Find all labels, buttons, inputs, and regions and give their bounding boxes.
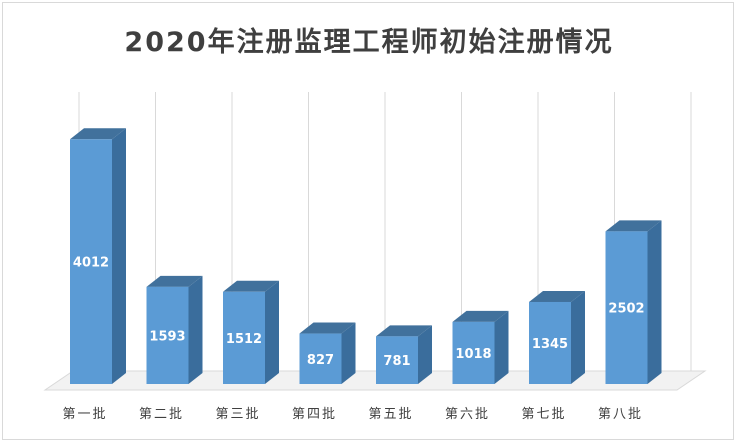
category-label: 第八批 <box>598 407 643 422</box>
category-labels: 第一批 第二批 第三批 第四批 第五批 第六批 第七批 第八批 <box>62 407 643 422</box>
bar-side <box>571 290 585 384</box>
bar-side <box>494 310 509 384</box>
bar-side <box>341 322 356 384</box>
bar <box>452 321 495 384</box>
bar <box>70 139 112 384</box>
bar-side <box>265 280 279 384</box>
bar-top <box>223 280 279 292</box>
bar-top <box>529 290 585 302</box>
bar-value-label: 1018 <box>455 347 491 362</box>
bar-group: 827 <box>299 322 356 384</box>
bar-top <box>146 275 203 287</box>
bar-group: 781 <box>376 325 432 384</box>
category-label: 第三批 <box>215 407 260 422</box>
bar-top <box>299 322 356 334</box>
bar-value-label: 827 <box>307 353 334 368</box>
bar <box>146 286 189 384</box>
bar-group: 2502 <box>605 220 662 384</box>
bar-side <box>418 325 432 384</box>
bar <box>299 333 342 384</box>
category-label: 第六批 <box>445 407 490 422</box>
bar-side <box>112 128 126 384</box>
bar <box>376 336 418 384</box>
bar-value-label: 1593 <box>149 329 185 344</box>
bar-top <box>376 325 432 337</box>
category-label: 第五批 <box>368 407 413 422</box>
bar <box>605 231 648 384</box>
bar-top <box>605 220 662 232</box>
category-label: 第二批 <box>139 407 184 422</box>
category-label: 第七批 <box>521 407 566 422</box>
bars: 4012 1593 1512 827 781 1018 1345 2502 <box>70 128 662 384</box>
bar-value-label: 1345 <box>532 337 568 352</box>
bar-top <box>70 128 126 140</box>
bar-group: 1512 <box>223 280 279 384</box>
bar-group: 4012 <box>70 128 126 384</box>
bar-group: 1593 <box>146 275 203 384</box>
bar-value-label: 4012 <box>73 256 109 271</box>
bar-value-label: 2502 <box>608 302 644 317</box>
bar <box>223 291 265 384</box>
bar-value-label: 781 <box>383 354 410 369</box>
bar-group: 1018 <box>452 310 509 384</box>
bar <box>529 301 571 384</box>
bar-group: 1345 <box>529 290 585 384</box>
category-label: 第四批 <box>292 407 337 422</box>
chart-title: 2020年注册监理工程师初始注册情况 <box>124 27 614 58</box>
bar-top <box>452 310 509 322</box>
bar-side <box>188 275 203 384</box>
bar-side <box>647 220 662 384</box>
bar-value-label: 1512 <box>226 332 262 347</box>
category-label: 第一批 <box>62 407 107 422</box>
